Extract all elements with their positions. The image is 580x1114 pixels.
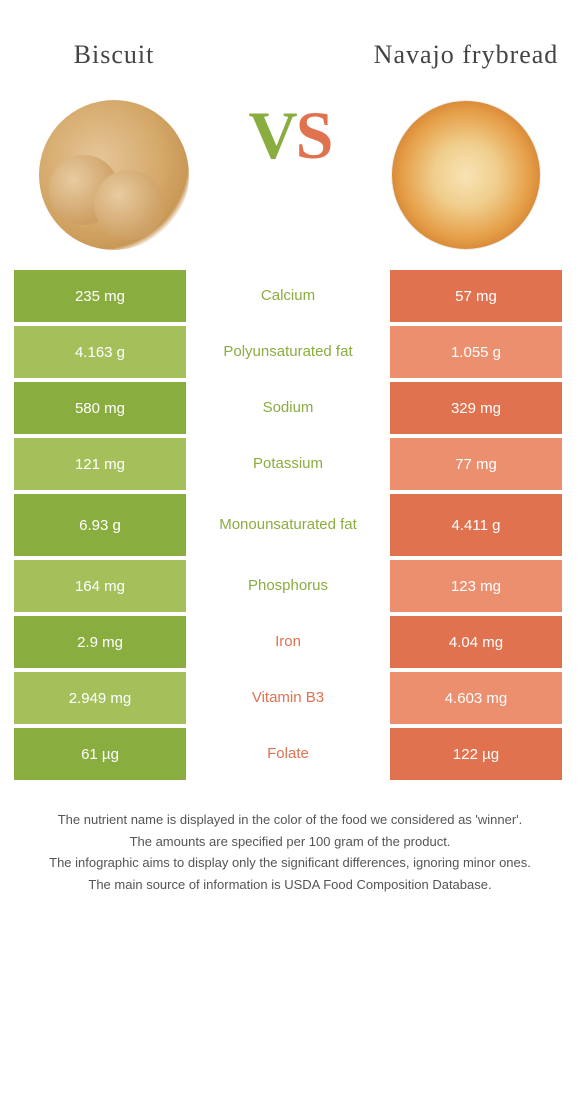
nutrient-name: Monounsaturated fat <box>190 494 386 556</box>
left-value: 61 µg <box>14 728 186 780</box>
right-value: 4.603 mg <box>390 672 562 724</box>
table-row: 2.9 mgIron4.04 mg <box>14 616 566 668</box>
table-row: 6.93 gMonounsaturated fat4.411 g <box>14 494 566 556</box>
left-value: 6.93 g <box>14 494 186 556</box>
right-value: 123 mg <box>390 560 562 612</box>
frybread-image <box>391 100 541 250</box>
table-row: 4.163 gPolyunsaturated fat1.055 g <box>14 326 566 378</box>
nutrient-comparison-table: 235 mgCalcium57 mg4.163 gPolyunsaturated… <box>14 270 566 780</box>
left-value: 4.163 g <box>14 326 186 378</box>
table-row: 235 mgCalcium57 mg <box>14 270 566 322</box>
table-row: 2.949 mgVitamin B34.603 mg <box>14 672 566 724</box>
nutrient-name: Vitamin B3 <box>190 672 386 724</box>
right-value: 1.055 g <box>390 326 562 378</box>
footer-notes: The nutrient name is displayed in the co… <box>14 810 566 894</box>
table-row: 164 mgPhosphorus123 mg <box>14 560 566 612</box>
vs-label: V S <box>249 96 332 175</box>
left-value: 2.9 mg <box>14 616 186 668</box>
table-row: 580 mgSodium329 mg <box>14 382 566 434</box>
food-right-title: Navajo frybread <box>374 20 559 90</box>
left-value: 235 mg <box>14 270 186 322</box>
right-value: 122 µg <box>390 728 562 780</box>
vs-s-letter: S <box>296 96 332 175</box>
left-value: 2.949 mg <box>14 672 186 724</box>
nutrient-name: Folate <box>190 728 386 780</box>
left-value: 121 mg <box>14 438 186 490</box>
biscuit-image <box>39 100 189 250</box>
nutrient-name: Polyunsaturated fat <box>190 326 386 378</box>
left-value: 580 mg <box>14 382 186 434</box>
vs-v-letter: V <box>249 96 296 175</box>
table-row: 121 mgPotassium77 mg <box>14 438 566 490</box>
right-value: 4.04 mg <box>390 616 562 668</box>
left-value: 164 mg <box>14 560 186 612</box>
footer-line: The amounts are specified per 100 gram o… <box>24 832 556 852</box>
footer-line: The nutrient name is displayed in the co… <box>24 810 556 830</box>
comparison-header: Biscuit V S Navajo frybread <box>14 20 566 250</box>
right-value: 57 mg <box>390 270 562 322</box>
footer-line: The main source of information is USDA F… <box>24 875 556 895</box>
right-value: 4.411 g <box>390 494 562 556</box>
right-value: 329 mg <box>390 382 562 434</box>
nutrient-name: Phosphorus <box>190 560 386 612</box>
food-right-column: Navajo frybread <box>366 20 566 250</box>
footer-line: The infographic aims to display only the… <box>24 853 556 873</box>
right-value: 77 mg <box>390 438 562 490</box>
nutrient-name: Sodium <box>190 382 386 434</box>
nutrient-name: Calcium <box>190 270 386 322</box>
table-row: 61 µgFolate122 µg <box>14 728 566 780</box>
food-left-title: Biscuit <box>74 20 155 90</box>
nutrient-name: Potassium <box>190 438 386 490</box>
nutrient-name: Iron <box>190 616 386 668</box>
food-left-column: Biscuit <box>14 20 214 250</box>
